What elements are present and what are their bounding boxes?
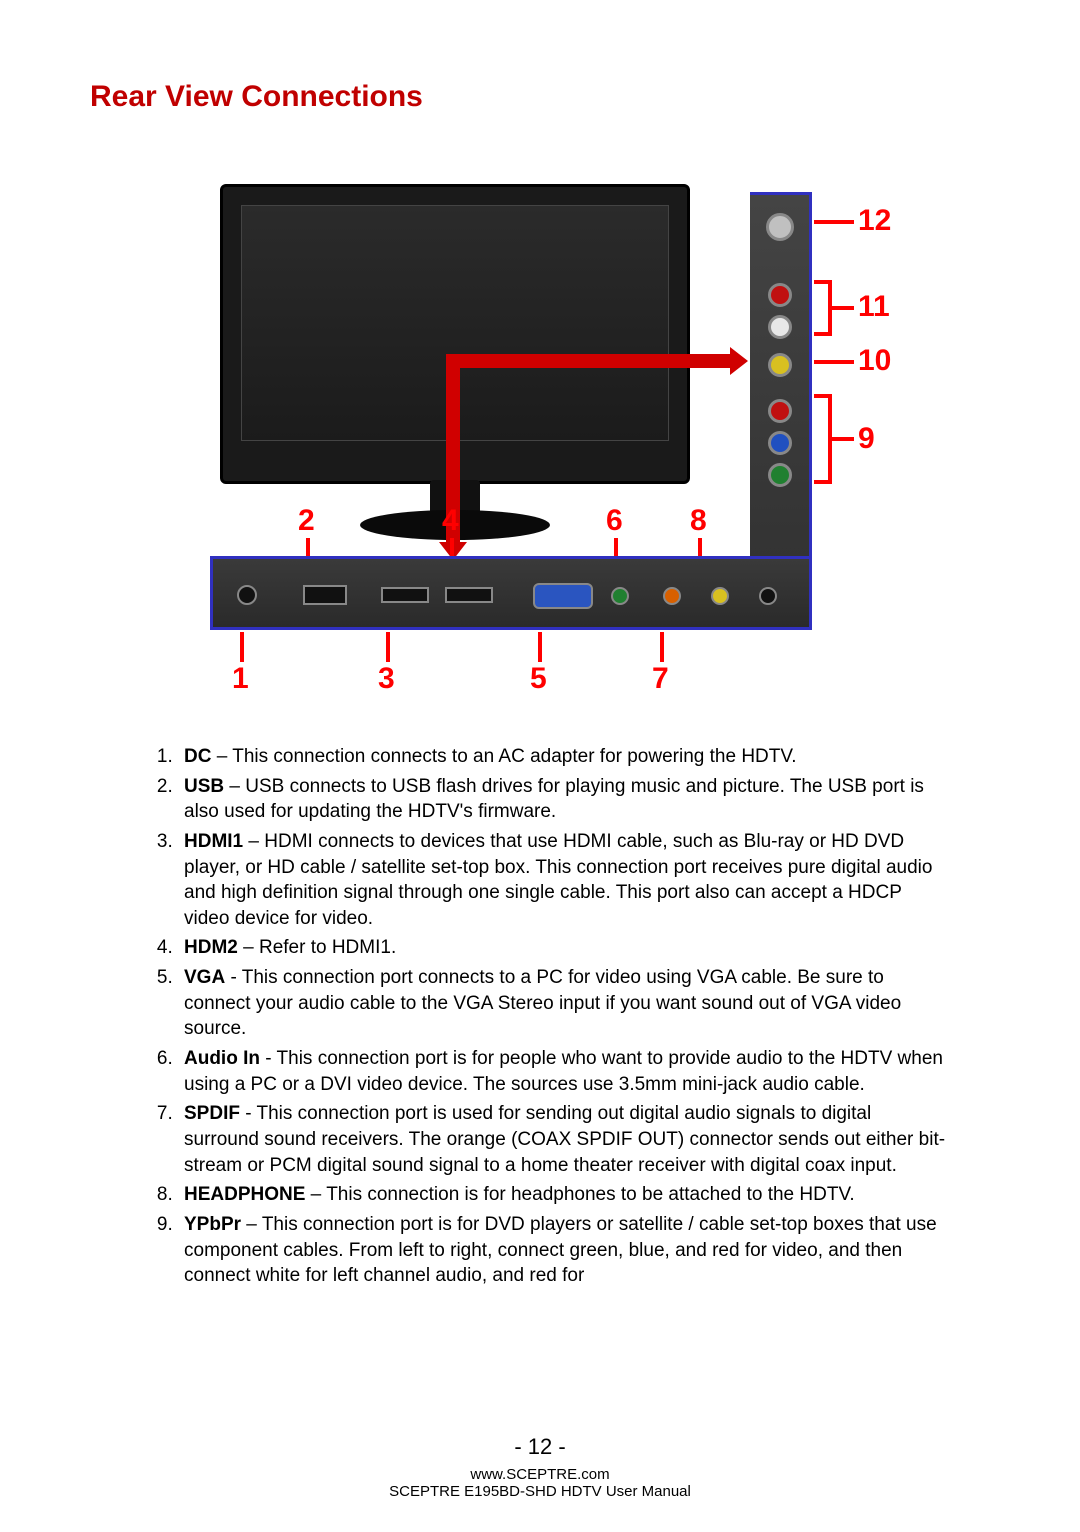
tick-4: [450, 538, 454, 556]
label-6: 6: [606, 504, 623, 538]
connection-term: DC: [184, 746, 211, 767]
rear-view-diagram: 2 4 6 8 1 3 5 7 12 11 10 9: [190, 164, 890, 694]
av-red-jack: [768, 283, 792, 307]
hdmi1-port: [381, 587, 429, 603]
connection-separator: -: [240, 1103, 257, 1124]
connection-body: Refer to HDMI1.: [259, 937, 396, 958]
connection-item: HDM2 – Refer to HDMI1.: [178, 935, 950, 961]
ypbpr-blue-jack: [768, 431, 792, 455]
label-8: 8: [690, 504, 707, 538]
connection-term: HEADPHONE: [184, 1184, 305, 1205]
tick-1: [240, 632, 244, 662]
label-10: 10: [858, 344, 891, 378]
spdif-jack: [663, 587, 681, 605]
connection-item: USB – USB connects to USB flash drives f…: [178, 774, 950, 825]
connection-body: This connection is for headphones to be …: [326, 1184, 854, 1205]
tick-10: [814, 360, 854, 364]
tick-6: [614, 538, 618, 556]
tick-12: [814, 220, 854, 224]
connection-term: USB: [184, 776, 224, 797]
label-9: 9: [858, 422, 875, 456]
bracket-9: [814, 394, 832, 484]
dc-port: [237, 585, 257, 605]
connection-term: HDMI1: [184, 831, 243, 852]
connection-body: This connection port connects to a PC fo…: [184, 967, 901, 1039]
av-white-jack: [768, 315, 792, 339]
connection-separator: –: [211, 746, 232, 767]
connection-item: DC – This connection connects to an AC a…: [178, 744, 950, 770]
ypbpr-red-jack: [768, 399, 792, 423]
video-jack: [711, 587, 729, 605]
callout-arrow-side: [450, 354, 730, 368]
label-5: 5: [530, 662, 547, 696]
connection-item: YPbPr – This connection port is for DVD …: [178, 1212, 950, 1289]
connection-separator: –: [224, 776, 245, 797]
connection-body: USB connects to USB flash drives for pla…: [184, 776, 924, 823]
connection-item: VGA - This connection port connects to a…: [178, 965, 950, 1042]
connection-separator: –: [305, 1184, 326, 1205]
headphone-jack: [759, 587, 777, 605]
tick-2: [306, 538, 310, 556]
bottom-connector-panel: [210, 556, 812, 630]
label-4: 4: [442, 504, 459, 538]
side-connector-panel: [750, 192, 812, 562]
label-1: 1: [232, 662, 249, 696]
label-7: 7: [652, 662, 669, 696]
section-title: Rear View Connections: [90, 80, 990, 114]
label-2: 2: [298, 504, 315, 538]
bracket-11: [814, 280, 832, 336]
connection-separator: –: [243, 831, 264, 852]
connection-term: Audio In: [184, 1048, 260, 1069]
connection-body: HDMI connects to devices that use HDMI c…: [184, 831, 932, 929]
connection-body: This connection port is used for sending…: [184, 1103, 945, 1175]
footer-manual: SCEPTRE E195BD-SHD HDTV User Manual: [0, 1483, 1080, 1500]
tick-11: [832, 306, 854, 310]
label-3: 3: [378, 662, 395, 696]
connection-term: SPDIF: [184, 1103, 240, 1124]
tick-3: [386, 632, 390, 662]
connection-item: SPDIF - This connection port is used for…: [178, 1101, 950, 1178]
connection-body: This connection port is for DVD players …: [184, 1214, 937, 1286]
tick-8: [698, 538, 702, 556]
usb-port: [303, 585, 347, 605]
audio-in-jack: [611, 587, 629, 605]
tick-7: [660, 632, 664, 662]
hdmi2-port: [445, 587, 493, 603]
tick-9: [832, 437, 854, 441]
connection-separator: –: [241, 1214, 262, 1235]
footer-url: www.SCEPTRE.com: [0, 1466, 1080, 1483]
page-footer: - 12 - www.SCEPTRE.com SCEPTRE E195BD-SH…: [0, 1434, 1080, 1500]
connection-separator: –: [238, 937, 259, 958]
label-11: 11: [858, 290, 890, 324]
connection-term: VGA: [184, 967, 225, 988]
label-12: 12: [858, 204, 891, 238]
connection-item: Audio In - This connection port is for p…: [178, 1046, 950, 1097]
connection-term: YPbPr: [184, 1214, 241, 1235]
tick-5: [538, 632, 542, 662]
av-yellow-jack: [768, 353, 792, 377]
connection-separator: -: [225, 967, 242, 988]
connection-term: HDM2: [184, 937, 238, 958]
vga-port: [533, 583, 593, 609]
coax-antenna-jack: [766, 213, 794, 241]
connection-item: HEADPHONE – This connection is for headp…: [178, 1182, 950, 1208]
connection-separator: -: [260, 1048, 277, 1069]
ypbpr-green-jack: [768, 463, 792, 487]
connection-body: This connection port is for people who w…: [184, 1048, 943, 1095]
connection-body: This connection connects to an AC adapte…: [232, 746, 796, 767]
connection-list: DC – This connection connects to an AC a…: [90, 744, 990, 1289]
connection-item: HDMI1 – HDMI connects to devices that us…: [178, 829, 950, 932]
page-number: - 12 -: [0, 1434, 1080, 1460]
